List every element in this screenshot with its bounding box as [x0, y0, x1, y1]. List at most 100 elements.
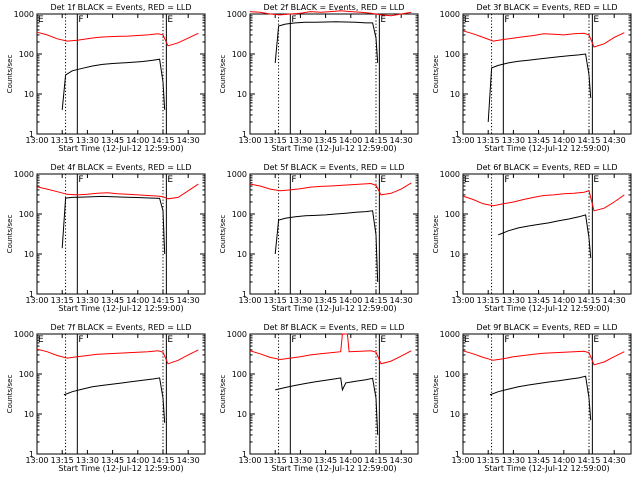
lld-series-line: [36, 348, 199, 365]
panel-title: Det 3f BLACK = Events, RED = LLD: [476, 3, 617, 12]
plot-frame: [249, 13, 419, 135]
y-tick-label: 10: [450, 90, 460, 99]
x-tick-label: 13:30: [76, 296, 99, 305]
event-marker-label: E: [167, 335, 173, 345]
y-tick-label: 100: [232, 370, 247, 379]
event-marker-label: E: [464, 175, 470, 185]
event-marker-label: E: [380, 15, 386, 25]
detector-panel: Det 7f BLACK = Events, RED = LLD 1 10 100 10…: [6, 323, 206, 473]
plot-frame: [36, 13, 206, 135]
x-tick-label: 13:15: [264, 296, 287, 305]
events-series-line: [275, 377, 379, 435]
x-tick-label: 14:15: [577, 456, 600, 465]
event-marker-label: E: [38, 335, 44, 345]
x-tick-label: 13:30: [76, 456, 99, 465]
y-tick-label: 100: [19, 210, 34, 219]
panel-title: Det 7f BLACK = Events, RED = LLD: [50, 323, 191, 332]
x-tick-label: 13:00: [25, 136, 48, 145]
y-tick-label: 100: [232, 210, 247, 219]
y-tick-label: 1000: [227, 10, 247, 19]
detector-panel: Det 4f BLACK = Events, RED = LLD 1 10 100 10…: [6, 163, 206, 313]
y-tick-label: 1000: [227, 330, 247, 339]
y-tick-label: 100: [232, 50, 247, 59]
x-tick-label: 13:30: [502, 296, 525, 305]
detector-panel: Det 3f BLACK = Events, RED = LLD 1 10 100 10…: [432, 3, 632, 153]
y-axis-label: Counts/sec: [6, 375, 14, 414]
x-axis-label: Start Time (12-Jul-12 12:59:00): [484, 304, 609, 313]
x-axis-label: Start Time (12-Jul-12 12:59:00): [484, 464, 609, 473]
plot-frame: [249, 333, 419, 455]
event-marker-label: E: [593, 175, 599, 185]
x-tick-label: 13:00: [238, 136, 261, 145]
lld-series-line: [462, 30, 625, 48]
x-tick-label: 14:00: [552, 136, 575, 145]
event-marker-label: E: [593, 15, 599, 25]
plot-frame: [249, 173, 419, 295]
x-tick-label: 14:00: [552, 296, 575, 305]
x-tick-label: 14:00: [552, 456, 575, 465]
lld-series-line: [36, 183, 199, 200]
lld-series-line: [249, 333, 412, 365]
x-tick-label: 13:45: [101, 136, 124, 145]
y-tick-label: 1000: [440, 170, 460, 179]
y-tick-label: 1: [455, 450, 460, 459]
x-tick-label: 13:00: [238, 456, 261, 465]
y-tick-label: 100: [445, 50, 460, 59]
events-series-line: [489, 375, 592, 421]
x-axis-label: Start Time (12-Jul-12 12:59:00): [271, 304, 396, 313]
events-series-line: [61, 195, 166, 255]
panel-title: Det 6f BLACK = Events, RED = LLD: [476, 163, 617, 172]
y-tick-label: 10: [237, 410, 247, 419]
y-tick-label: 1000: [440, 10, 460, 19]
x-tick-label: 14:15: [364, 136, 387, 145]
x-axis-label: Start Time (12-Jul-12 12:59:00): [484, 144, 609, 153]
y-tick-label: 10: [24, 250, 34, 259]
event-marker-label: F: [78, 175, 83, 185]
y-tick-label: 1000: [14, 170, 34, 179]
x-tick-label: 14:15: [151, 296, 174, 305]
event-marker-label: E: [38, 15, 44, 25]
x-axis-label: Start Time (12-Jul-12 12:59:00): [271, 464, 396, 473]
x-tick-label: 14:30: [177, 296, 200, 305]
y-tick-label: 10: [450, 250, 460, 259]
x-tick-label: 13:00: [451, 456, 474, 465]
event-marker-label: F: [291, 15, 296, 25]
x-tick-label: 14:30: [177, 456, 200, 465]
x-axis-label: Start Time (12-Jul-12 12:59:00): [58, 144, 183, 153]
x-tick-label: 13:45: [527, 456, 550, 465]
x-tick-label: 14:00: [339, 456, 362, 465]
event-marker-label: F: [504, 335, 509, 345]
detector-panel: Det 5f BLACK = Events, RED = LLD 1 10 100 10…: [219, 163, 419, 313]
y-tick-label: 1: [455, 290, 460, 299]
x-tick-label: 14:00: [339, 136, 362, 145]
x-tick-label: 13:15: [51, 296, 74, 305]
x-tick-label: 14:30: [390, 456, 413, 465]
y-tick-label: 1: [29, 130, 34, 139]
y-axis-label: Counts/sec: [219, 375, 227, 414]
x-tick-label: 13:15: [264, 456, 287, 465]
x-tick-label: 13:45: [527, 136, 550, 145]
x-tick-label: 13:00: [238, 296, 261, 305]
x-tick-label: 14:30: [177, 136, 200, 145]
y-tick-label: 10: [237, 250, 247, 259]
detector-panel: Det 9f BLACK = Events, RED = LLD 1 10 100 10…: [432, 323, 632, 473]
x-tick-label: 13:30: [289, 136, 312, 145]
x-tick-label: 14:15: [151, 456, 174, 465]
y-tick-label: 1000: [227, 170, 247, 179]
y-tick-label: 1: [29, 290, 34, 299]
event-marker-label: E: [380, 335, 386, 345]
detector-panel: Det 8f BLACK = Events, RED = LLD 1 10 100 10…: [219, 323, 419, 473]
x-tick-label: 14:30: [390, 296, 413, 305]
y-tick-label: 100: [445, 370, 460, 379]
y-tick-label: 100: [445, 210, 460, 219]
x-tick-label: 14:15: [364, 296, 387, 305]
events-series-line: [487, 53, 592, 123]
x-tick-label: 13:45: [101, 296, 124, 305]
lld-series-line: [249, 10, 412, 17]
x-tick-label: 13:15: [477, 456, 500, 465]
lld-series-line: [462, 190, 625, 212]
x-tick-label: 13:45: [314, 456, 337, 465]
x-tick-label: 14:30: [390, 136, 413, 145]
events-series-line: [274, 210, 379, 283]
detector-panel: Det 1f BLACK = Events, RED = LLD 1 10 100 10…: [6, 3, 206, 153]
